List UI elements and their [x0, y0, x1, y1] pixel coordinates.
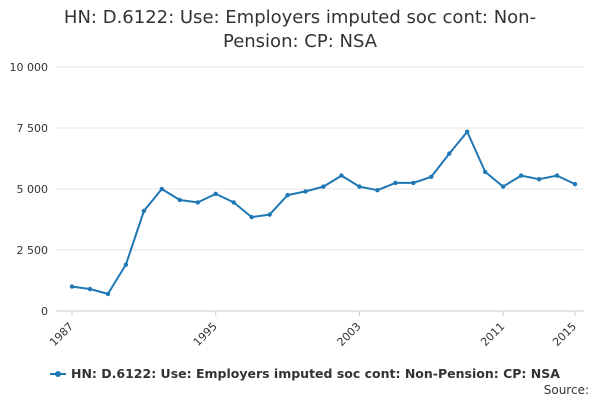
data-point: [87, 286, 93, 292]
data-point: [321, 184, 326, 189]
x-tick-label: 2003: [335, 320, 364, 349]
data-point: [213, 191, 218, 197]
data-point: [482, 169, 488, 175]
data-point: [447, 151, 452, 156]
legend-swatch: [50, 370, 66, 377]
y-tick-label: 2 500: [17, 244, 49, 257]
data-point: [195, 200, 200, 205]
data-point: [375, 188, 380, 193]
data-point: [536, 177, 542, 182]
chart-title: HN: D.6122: Use: Employers imputed soc c…: [63, 7, 537, 52]
x-axis-ticks: 1987 1995 2003 2011 2015: [47, 311, 579, 349]
data-point: [285, 192, 290, 198]
series-layer: [69, 129, 578, 297]
data-point: [249, 214, 254, 220]
data-point: [303, 189, 308, 194]
data-point: [465, 129, 470, 134]
data-point: [339, 173, 344, 178]
legend-label: HN: D.6122: Use: Employers imputed soc c…: [71, 366, 560, 381]
legend[interactable]: HN: D.6122: Use: Employers imputed soc c…: [50, 366, 560, 381]
data-point: [123, 262, 129, 267]
data-point: [518, 173, 524, 178]
data-point: [357, 184, 362, 189]
source-label: Source:: [543, 383, 589, 397]
gridlines: [56, 66, 584, 312]
y-tick-label: 7 500: [17, 122, 49, 135]
data-point: [554, 173, 560, 178]
y-tick-label: 5 000: [17, 183, 49, 196]
data-point: [393, 180, 398, 186]
data-point: [105, 291, 111, 297]
x-tick-label: 1987: [47, 320, 76, 349]
data-point: [159, 186, 165, 192]
data-point: [429, 174, 434, 179]
data-point: [572, 181, 578, 187]
data-point: [411, 180, 416, 186]
y-axis-ticks: 0 2 500 5 000 7 500 10 000: [10, 61, 49, 318]
y-tick-label: 0: [41, 305, 48, 318]
data-point: [69, 284, 75, 289]
data-point: [141, 208, 147, 214]
x-tick-label: 1995: [191, 320, 220, 349]
data-point: [177, 197, 182, 203]
data-point: [267, 212, 272, 217]
data-point: [231, 200, 236, 205]
y-tick-label: 10 000: [10, 61, 49, 74]
x-tick-label: 2011: [478, 320, 507, 349]
data-point: [500, 184, 506, 189]
series-line: [71, 130, 576, 295]
x-tick-label: 2015: [550, 320, 579, 349]
